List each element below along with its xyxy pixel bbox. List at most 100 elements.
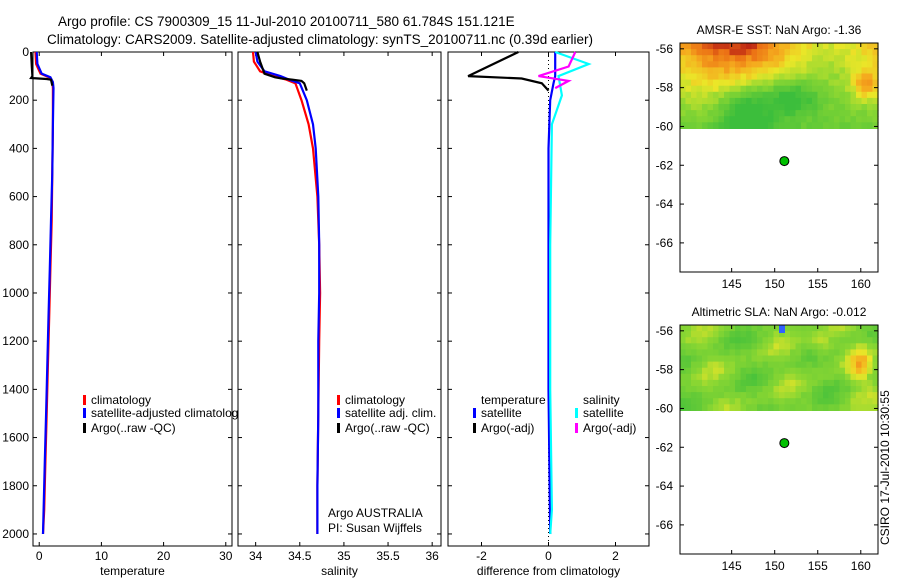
y-tick-label: -62 xyxy=(656,440,674,454)
legend-entry: satellite adj. clim. xyxy=(345,406,436,420)
x-tick-label: 36 xyxy=(425,549,439,563)
x-tick-label: 34.5 xyxy=(288,549,312,563)
y-tick-label: 1400 xyxy=(2,382,29,396)
x-tick-label: 145 xyxy=(722,277,742,291)
y-tick-label: 600 xyxy=(9,190,29,204)
y-tick-label: 0 xyxy=(22,45,29,59)
legend-swatch xyxy=(473,423,476,433)
x-tick-label: 34 xyxy=(249,549,263,563)
legend-header-temperature: temperature xyxy=(481,393,546,407)
legend-entry: Argo(-adj) xyxy=(583,421,636,435)
x-tick-label: 35.5 xyxy=(376,549,400,563)
x-tick-label: 0 xyxy=(36,549,43,563)
y-tick-label: 400 xyxy=(9,141,29,155)
y-tick-label: -62 xyxy=(656,158,674,172)
y-tick-label: -56 xyxy=(656,324,674,338)
legend-entry: satellite xyxy=(481,406,522,420)
series-line-salinity-satellite xyxy=(549,50,592,535)
series-line-temperature-argo-adj- xyxy=(467,51,550,92)
x-axis-label: salinity xyxy=(321,564,358,578)
legend-header-salinity: salinity xyxy=(583,393,620,407)
sla-blue-patch xyxy=(779,325,785,333)
legend-swatch xyxy=(575,423,578,433)
sla-map-panel: 145 150 155 160 -56 -58 -60 -62 -64 -66 Altimetric… xyxy=(656,305,879,573)
x-tick-label: 160 xyxy=(851,559,871,573)
map-frame xyxy=(679,42,879,273)
y-tick-label: 200 xyxy=(9,93,29,107)
y-tick-label: -60 xyxy=(656,119,674,133)
legend-entry: Argo(..raw -QC) xyxy=(91,421,176,435)
temperature-panel: 0 10 20 30 0 200 400 600 800 1000 1200 1400 1600 1800… xyxy=(2,45,244,578)
series-line-argo-raw-qc- xyxy=(29,51,54,86)
legend-swatch xyxy=(83,395,86,405)
y-tick-label: -60 xyxy=(656,401,674,415)
y-tick-label: -64 xyxy=(656,479,674,493)
legend-entry: Argo(-adj) xyxy=(481,421,534,435)
sst-field xyxy=(680,43,879,129)
map-title: Altimetric SLA: NaN Argo: -0.012 xyxy=(692,305,867,319)
plot-frame xyxy=(32,51,233,547)
sla-field xyxy=(680,325,879,411)
x-tick-label: 2 xyxy=(612,549,619,563)
legend-swatch xyxy=(575,408,578,418)
legend-swatch xyxy=(337,423,340,433)
legend-entry: climatology xyxy=(91,393,151,407)
pi-annotation: PI: Susan Wijffels xyxy=(328,521,422,535)
legend-entry: satellite xyxy=(583,406,624,420)
y-tick-label: 800 xyxy=(9,238,29,252)
x-axis-label: difference from climatology xyxy=(477,564,620,578)
legend-swatch xyxy=(337,408,340,418)
y-tick-label: -56 xyxy=(656,42,674,56)
x-tick-label: 0 xyxy=(545,549,552,563)
x-tick-label: 30 xyxy=(219,549,233,563)
y-tick-label: -58 xyxy=(656,363,674,377)
side-stamp: CSIRO 17-Jul-2010 10:30:55 xyxy=(878,390,892,545)
map-title: AMSR-E SST: NaN Argo: -1.36 xyxy=(697,23,862,37)
sst-map-panel: 145 150 155 160 -56 -58 -60 -62 -64 -66 AMSR-E SST… xyxy=(656,23,879,291)
y-tick-label: 1600 xyxy=(2,431,29,445)
figure-title-line2: Climatology: CARS2009. Satellite-adjuste… xyxy=(47,32,593,47)
x-tick-label: 155 xyxy=(808,559,828,573)
salinity-panel: 34 34.5 35 35.5 36 salinity climatologysatelli… xyxy=(237,51,442,578)
x-tick-label: 10 xyxy=(95,549,109,563)
figure-title-line1: Argo profile: CS 7900309_15 11-Jul-2010 … xyxy=(58,14,515,29)
float-position-marker xyxy=(779,156,790,167)
y-tick-label: 1800 xyxy=(2,479,29,493)
legend-swatch xyxy=(337,395,340,405)
x-tick-label: 155 xyxy=(808,277,828,291)
plot-frame xyxy=(237,51,442,547)
series-line-satellite-adj-clim- xyxy=(254,51,321,534)
x-tick-label: 145 xyxy=(722,559,742,573)
series-line-salinity-argo-adj- xyxy=(538,51,577,90)
series-line-argo-raw-qc- xyxy=(256,51,308,91)
legend-entry: satellite-adjusted climatology xyxy=(91,406,244,420)
y-tick-label: -64 xyxy=(656,197,674,211)
legend-swatch xyxy=(473,408,476,418)
institution-annotation: Argo AUSTRALIA xyxy=(328,506,423,520)
y-tick-label: 2000 xyxy=(2,527,29,541)
x-tick-label: 150 xyxy=(765,277,785,291)
x-tick-label: 35 xyxy=(337,549,351,563)
y-tick-label: -58 xyxy=(656,81,674,95)
x-tick-label: 20 xyxy=(157,549,171,563)
legend-swatch xyxy=(83,408,86,418)
float-position-marker xyxy=(779,438,790,449)
x-axis-label: temperature xyxy=(100,564,165,578)
y-tick-label: 1000 xyxy=(2,286,29,300)
x-tick-label: 160 xyxy=(851,277,871,291)
map-frame xyxy=(679,324,879,555)
x-tick-label: 150 xyxy=(765,559,785,573)
y-tick-label: -66 xyxy=(656,518,674,532)
legend-entry: Argo(..raw -QC) xyxy=(345,421,430,435)
series-line-satellite-adjusted-climatology xyxy=(35,51,55,535)
y-tick-label: 1200 xyxy=(2,334,29,348)
legend-swatch xyxy=(83,423,86,433)
x-tick-label: -2 xyxy=(476,549,487,563)
legend-entry: climatology xyxy=(345,393,405,407)
y-tick-label: -66 xyxy=(656,236,674,250)
difference-legend: temperature salinitysatelliteArgo(-adj)sa… xyxy=(473,393,636,435)
